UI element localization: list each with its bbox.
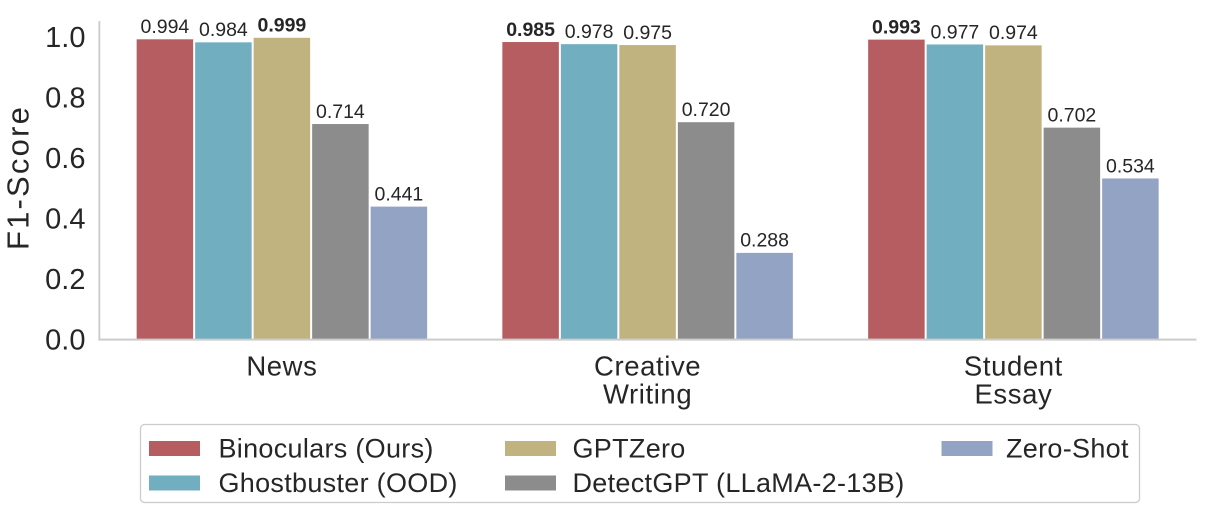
svg-text:Binoculars (Ours): Binoculars (Ours): [219, 434, 434, 464]
svg-text:0.534: 0.534: [1106, 155, 1155, 177]
svg-text:0.993: 0.993: [872, 16, 921, 38]
svg-text:News: News: [246, 351, 317, 382]
svg-text:0.974: 0.974: [989, 22, 1038, 44]
svg-text:Writing: Writing: [603, 379, 692, 410]
svg-text:0.6: 0.6: [45, 143, 85, 175]
svg-text:0.999: 0.999: [257, 15, 306, 37]
svg-text:0.702: 0.702: [1047, 104, 1096, 126]
svg-text:0.985: 0.985: [506, 19, 555, 41]
svg-text:Zero-Shot: Zero-Shot: [1006, 434, 1129, 464]
svg-text:0.978: 0.978: [565, 21, 614, 43]
svg-text:0.288: 0.288: [740, 230, 789, 252]
svg-text:0.977: 0.977: [930, 21, 979, 43]
svg-text:Creative: Creative: [594, 351, 701, 382]
svg-text:0.2: 0.2: [45, 264, 85, 296]
svg-text:0.714: 0.714: [316, 101, 365, 123]
svg-text:0.0: 0.0: [45, 325, 85, 357]
svg-text:1.0: 1.0: [45, 22, 85, 54]
svg-text:F1-Score: F1-Score: [1, 105, 36, 250]
svg-text:GPTZero: GPTZero: [573, 434, 686, 464]
svg-text:0.441: 0.441: [374, 183, 423, 205]
svg-text:0.984: 0.984: [199, 19, 248, 41]
svg-text:Student: Student: [964, 351, 1063, 382]
svg-text:0.8: 0.8: [45, 83, 85, 115]
svg-text:Essay: Essay: [974, 379, 1052, 410]
svg-text:Ghostbuster (OOD): Ghostbuster (OOD): [219, 468, 458, 498]
svg-text:DetectGPT (LLaMA-2-13B): DetectGPT (LLaMA-2-13B): [573, 468, 905, 498]
svg-text:0.720: 0.720: [682, 99, 731, 121]
svg-text:0.4: 0.4: [45, 204, 85, 236]
svg-text:0.994: 0.994: [140, 16, 189, 38]
svg-text:0.975: 0.975: [623, 22, 672, 44]
